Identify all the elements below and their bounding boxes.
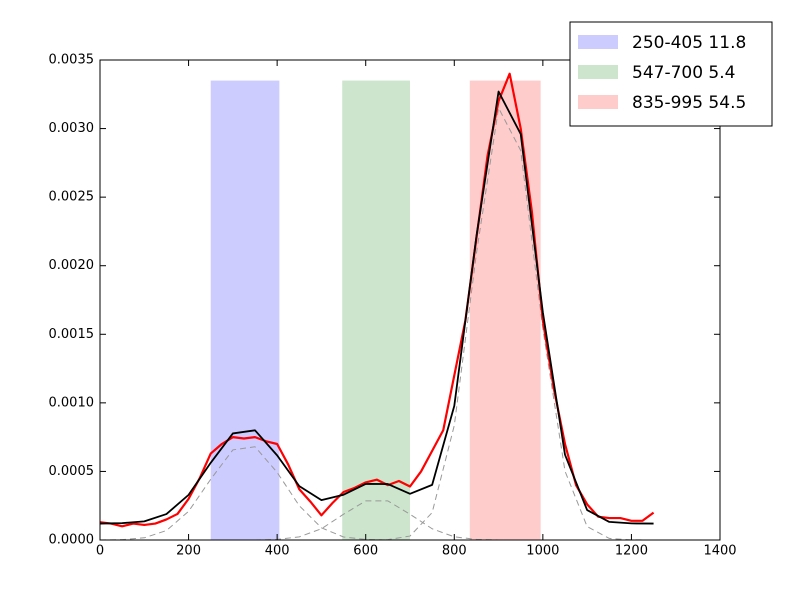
legend: 250-405 11.8 547-700 5.4 835-995 54.5	[569, 21, 773, 127]
y-tick-label: 0.0000	[49, 533, 95, 548]
x-tick-label: 1000	[526, 544, 559, 559]
shaded-span	[210, 80, 280, 541]
y-tick-label: 0.0015	[49, 327, 95, 342]
legend-label: 547-700 5.4	[632, 63, 735, 83]
shaded-span	[342, 80, 410, 541]
legend-label: 250-405 11.8	[632, 33, 746, 53]
x-tick-label: 800	[442, 544, 467, 559]
x-tick-label: 400	[265, 544, 290, 559]
legend-swatch	[578, 65, 618, 79]
legend-swatch	[578, 35, 618, 49]
data-line	[365, 107, 654, 541]
legend-label: 835-995 54.5	[632, 93, 746, 113]
y-tick-label: 0.0025	[49, 190, 95, 205]
x-tick-label: 600	[353, 544, 378, 559]
y-tick-label: 0.0035	[49, 53, 95, 68]
y-tick-label: 0.0030	[49, 121, 95, 136]
data-line	[254, 500, 499, 541]
data-line	[99, 446, 388, 541]
y-tick-label: 0.0005	[49, 464, 95, 479]
x-tick-label: 1200	[615, 544, 648, 559]
plot-frame	[99, 59, 721, 541]
x-tick-label: 200	[176, 544, 201, 559]
data-line	[99, 90, 654, 525]
y-tick-label: 0.0010	[49, 395, 95, 410]
y-tick-label: 0.0020	[49, 258, 95, 273]
x-tick-label: 1400	[703, 544, 736, 559]
legend-swatch	[578, 95, 618, 109]
x-tick-label: 0	[96, 544, 104, 559]
shaded-span	[469, 80, 541, 541]
